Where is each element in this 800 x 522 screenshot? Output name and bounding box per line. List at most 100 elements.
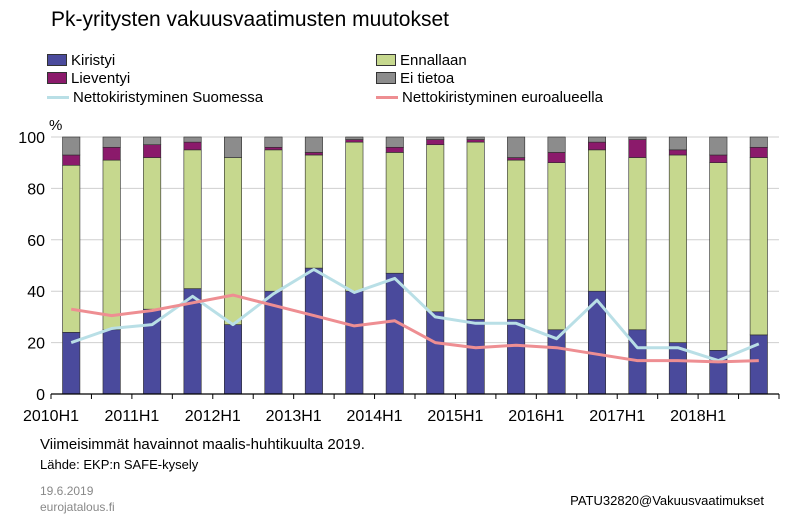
legend-ei-tietoa: Ei tietoa [376,69,454,87]
legend-label-kiristyi: Kiristyi [71,51,116,69]
footnote: Viimeisimmät havainnot maalis-huhtikuult… [40,436,365,453]
bar-segment [426,139,445,146]
legend-swatch-ei-tietoa [376,72,396,84]
bar-segment [507,319,526,395]
x-tick-label: 2018H1 [670,408,726,425]
bar-segment [102,159,121,331]
legend-suomi: Nettokiristyminen Suomessa [47,88,263,106]
bar-segment [385,152,404,274]
y-tick-label: 100 [18,130,45,147]
legend-label-ennallaan: Ennallaan [400,51,467,69]
bar-segment [304,267,323,395]
bar-segment [304,152,323,156]
legend-label-ei-tietoa: Ei tietoa [400,69,455,87]
x-tick-label: 2010H1 [23,408,79,425]
legend-swatch-ennallaan [376,54,396,66]
bar-segment [507,157,526,161]
bar-segment [183,136,202,143]
legend-lieventyi: Lieventyi [47,69,130,87]
bar-segment [264,146,283,151]
legend-ennallaan: Ennallaan [376,51,467,69]
bar-segment [143,136,162,146]
series-line [70,267,760,363]
series-line [70,293,759,364]
series-lines [70,267,760,364]
bar-segment [709,136,728,156]
y-tick-label: 80 [27,181,45,198]
x-tick-label: 2014H1 [347,408,403,425]
x-tick-label: 2017H1 [589,408,645,425]
source-text: Lähde: EKP:n SAFE-kysely [40,457,199,472]
bar-segment [345,136,364,140]
bar-segment [304,136,323,153]
bar-segment [224,136,242,158]
bar-segment [143,157,162,310]
bar-segment [547,152,566,163]
legend-swatch-kiristyi [47,54,67,66]
legend-swatch-euro [376,95,398,99]
bar-segment [304,154,323,269]
legend-label-suomi: Nettokiristyminen Suomessa [73,88,264,106]
bar-segment [264,136,283,148]
bar-segment [749,146,768,158]
bar-segment [426,311,445,395]
y-tick-label: 60 [27,233,45,250]
bar-segment [385,136,404,148]
bar-segment [385,272,404,395]
legend-label-lieventyi: Lieventyi [71,69,131,87]
bar-segment [547,162,566,331]
y-axis-unit: % [49,117,62,134]
bars [62,136,768,395]
bar-segment [709,162,728,351]
axes: 0 20 40 60 80 100% 2010H1 2011H1 2012H1 2013H1 201… [18,117,780,425]
bar-segment [224,324,242,395]
legend-kiristyi: Kiristyi [47,51,115,69]
bar-segment [668,154,687,343]
legend-label-euro: Nettokiristyminen euroalueella [402,88,603,106]
bar-segment [749,157,768,336]
bar-segment [628,157,647,331]
bar-segment [668,136,687,151]
bar-segment [588,149,606,292]
bar-segment [345,141,364,292]
bar-segment [547,136,566,153]
y-tick-label: 0 [36,387,45,404]
x-tick-label: 2015H1 [427,408,483,425]
bar-segment [466,136,485,140]
bar-segment [224,157,242,325]
bar-segment [628,136,647,140]
legend-swatch-lieventyi [47,72,67,84]
chart-title: Pk-yritysten vakuusvaatimusten muutokset [51,8,449,31]
bar-segment [588,136,606,143]
bar-segment [62,154,81,166]
bar-segment [102,146,121,161]
bar-segment [102,136,121,148]
bar-segment [507,136,526,158]
bar-segment [466,141,485,320]
y-tick-label: 20 [27,336,45,353]
bar-segment [709,154,728,164]
bar-segment [466,139,485,143]
bar-segment [345,139,364,143]
bar-segment [62,164,81,333]
legend-swatch-suomi [47,95,69,99]
site-link[interactable]: eurojatalous.fi [40,500,115,514]
x-tick-label: 2011H1 [104,408,159,425]
bar-segment [628,139,647,158]
bar-segment [102,329,121,395]
x-tick-label: 2012H1 [185,408,241,425]
x-tick-label: 2016H1 [508,408,564,425]
publish-date: 19.6.2019 [40,484,94,498]
bar-segment [749,136,768,148]
bar-segment [62,136,81,156]
bar-segment [264,149,283,292]
bar-segment [143,144,162,158]
x-tick-label: 2013H1 [266,408,322,425]
bar-segment [426,136,445,140]
bar-segment [749,334,768,395]
y-tick-label: 40 [27,284,45,301]
bar-segment [466,319,485,395]
bar-segment [183,141,202,151]
legend-euro: Nettokiristyminen euroalueella [376,88,603,106]
bar-segment [183,149,202,289]
